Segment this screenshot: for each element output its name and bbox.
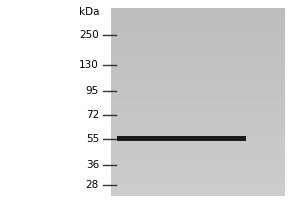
Text: 28: 28	[86, 180, 99, 190]
Text: 55: 55	[86, 134, 99, 144]
Text: 130: 130	[79, 60, 99, 70]
Text: 36: 36	[86, 160, 99, 170]
Bar	[117, 136, 246, 141]
Text: 250: 250	[79, 30, 99, 40]
Text: 95: 95	[86, 86, 99, 96]
Text: 72: 72	[86, 110, 99, 120]
Text: kDa: kDa	[79, 7, 99, 17]
